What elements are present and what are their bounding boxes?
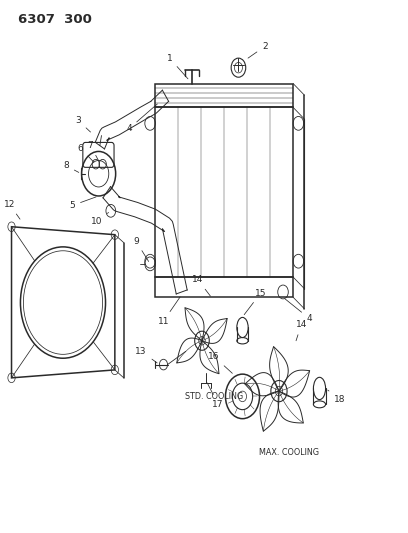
Text: 18: 18 bbox=[328, 390, 346, 403]
Text: 5: 5 bbox=[69, 197, 96, 210]
Text: 4: 4 bbox=[285, 299, 312, 323]
Text: 14: 14 bbox=[192, 275, 211, 296]
Text: 14: 14 bbox=[295, 320, 307, 341]
Text: 8: 8 bbox=[63, 161, 79, 172]
Text: 16: 16 bbox=[208, 352, 232, 373]
Text: 4: 4 bbox=[126, 104, 157, 133]
Text: 15: 15 bbox=[244, 288, 266, 314]
Text: 13: 13 bbox=[135, 347, 157, 363]
Text: 2: 2 bbox=[248, 42, 268, 58]
Text: 11: 11 bbox=[158, 297, 180, 326]
Text: 7: 7 bbox=[88, 141, 99, 160]
Text: 9: 9 bbox=[133, 237, 149, 262]
Text: 6307  300: 6307 300 bbox=[18, 13, 91, 27]
Text: 3: 3 bbox=[75, 116, 91, 132]
Text: 1: 1 bbox=[167, 54, 188, 79]
Text: STD. COOLING: STD. COOLING bbox=[185, 392, 243, 401]
Text: MAX. COOLING: MAX. COOLING bbox=[259, 448, 319, 457]
Text: 10: 10 bbox=[91, 213, 109, 226]
Text: 12: 12 bbox=[4, 200, 20, 219]
Text: 17: 17 bbox=[207, 383, 224, 409]
Text: 6: 6 bbox=[78, 144, 94, 162]
